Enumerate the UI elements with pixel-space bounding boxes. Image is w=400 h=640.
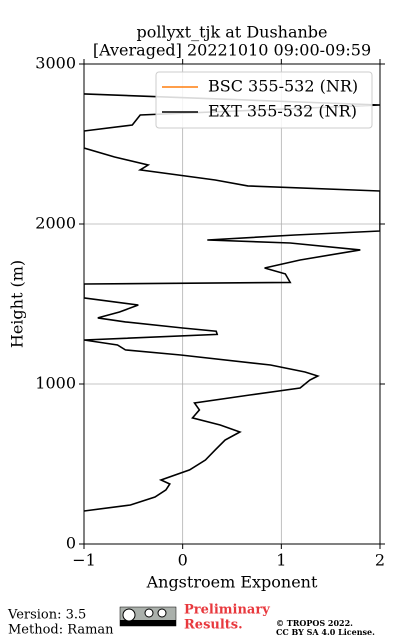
x-axis-label: Angstroem Exponent <box>146 573 318 592</box>
x-tick-label: 0 <box>178 551 188 570</box>
x-tick-label: −1 <box>72 551 96 570</box>
chart-subtitle: [Averaged] 20221010 09:00-09:59 <box>93 41 371 60</box>
license: CC BY SA 4.0 License. <box>276 627 375 637</box>
profile-line <box>84 93 380 512</box>
y-tick-label: 2000 <box>35 214 76 233</box>
cc-logo <box>119 606 177 627</box>
x-tick-label: 1 <box>276 551 286 570</box>
status-line1: Preliminary <box>184 603 270 618</box>
x-tick-label: 2 <box>375 551 385 570</box>
version: Version: 3.5 <box>7 608 86 623</box>
status: Results. <box>184 618 243 633</box>
legend-box <box>155 71 373 129</box>
y-tick-label: 0 <box>66 534 76 553</box>
copyright: © TROPOS 2022. <box>276 618 353 628</box>
y-axis-label: Height (m) <box>8 260 27 348</box>
plot-frame <box>83 63 381 545</box>
legend-label: BSC 355-532 (NR) <box>208 77 358 96</box>
legend-label: EXT 355-532 (NR) <box>208 102 357 121</box>
chart-title: pollyxt_tjk at Dushanbe <box>136 23 327 42</box>
method: Method: Raman <box>8 623 114 638</box>
y-tick-label: 1000 <box>35 374 76 393</box>
y-tick-label: 3000 <box>35 54 76 73</box>
